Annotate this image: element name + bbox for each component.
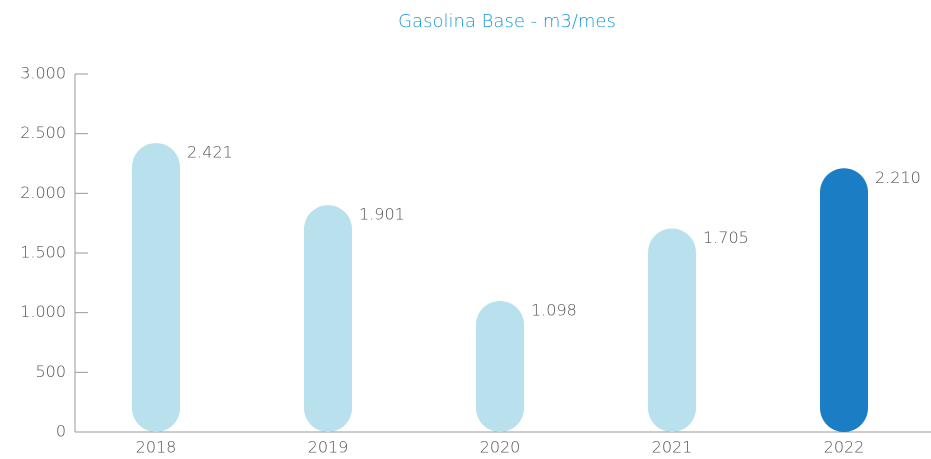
y-tick-label: 2.000 <box>20 183 66 202</box>
bar <box>304 205 352 432</box>
x-tick-label: 2020 <box>480 438 521 457</box>
bar <box>132 143 180 432</box>
x-tick-label: 2021 <box>652 438 693 457</box>
value-label: 1.901 <box>359 205 405 224</box>
y-tick-label: 500 <box>35 362 66 381</box>
x-tick-label: 2018 <box>136 438 177 457</box>
y-tick-label: 1.500 <box>20 243 66 262</box>
y-tick-label: 2.500 <box>20 123 66 142</box>
value-label: 2.210 <box>875 168 921 187</box>
bar <box>820 168 868 433</box>
value-label: 1.705 <box>703 228 749 247</box>
y-tick-label: 3.000 <box>20 64 66 83</box>
y-tick-label: 0 <box>56 422 66 441</box>
bar <box>476 300 524 432</box>
bar <box>648 228 696 432</box>
y-tick-label: 1.000 <box>20 302 66 321</box>
value-label: 2.421 <box>187 143 233 162</box>
x-tick-label: 2022 <box>824 438 865 457</box>
value-label: 1.098 <box>531 300 577 319</box>
x-tick-label: 2019 <box>308 438 349 457</box>
chart-title: Gasolina Base - m3/mes <box>398 11 616 32</box>
